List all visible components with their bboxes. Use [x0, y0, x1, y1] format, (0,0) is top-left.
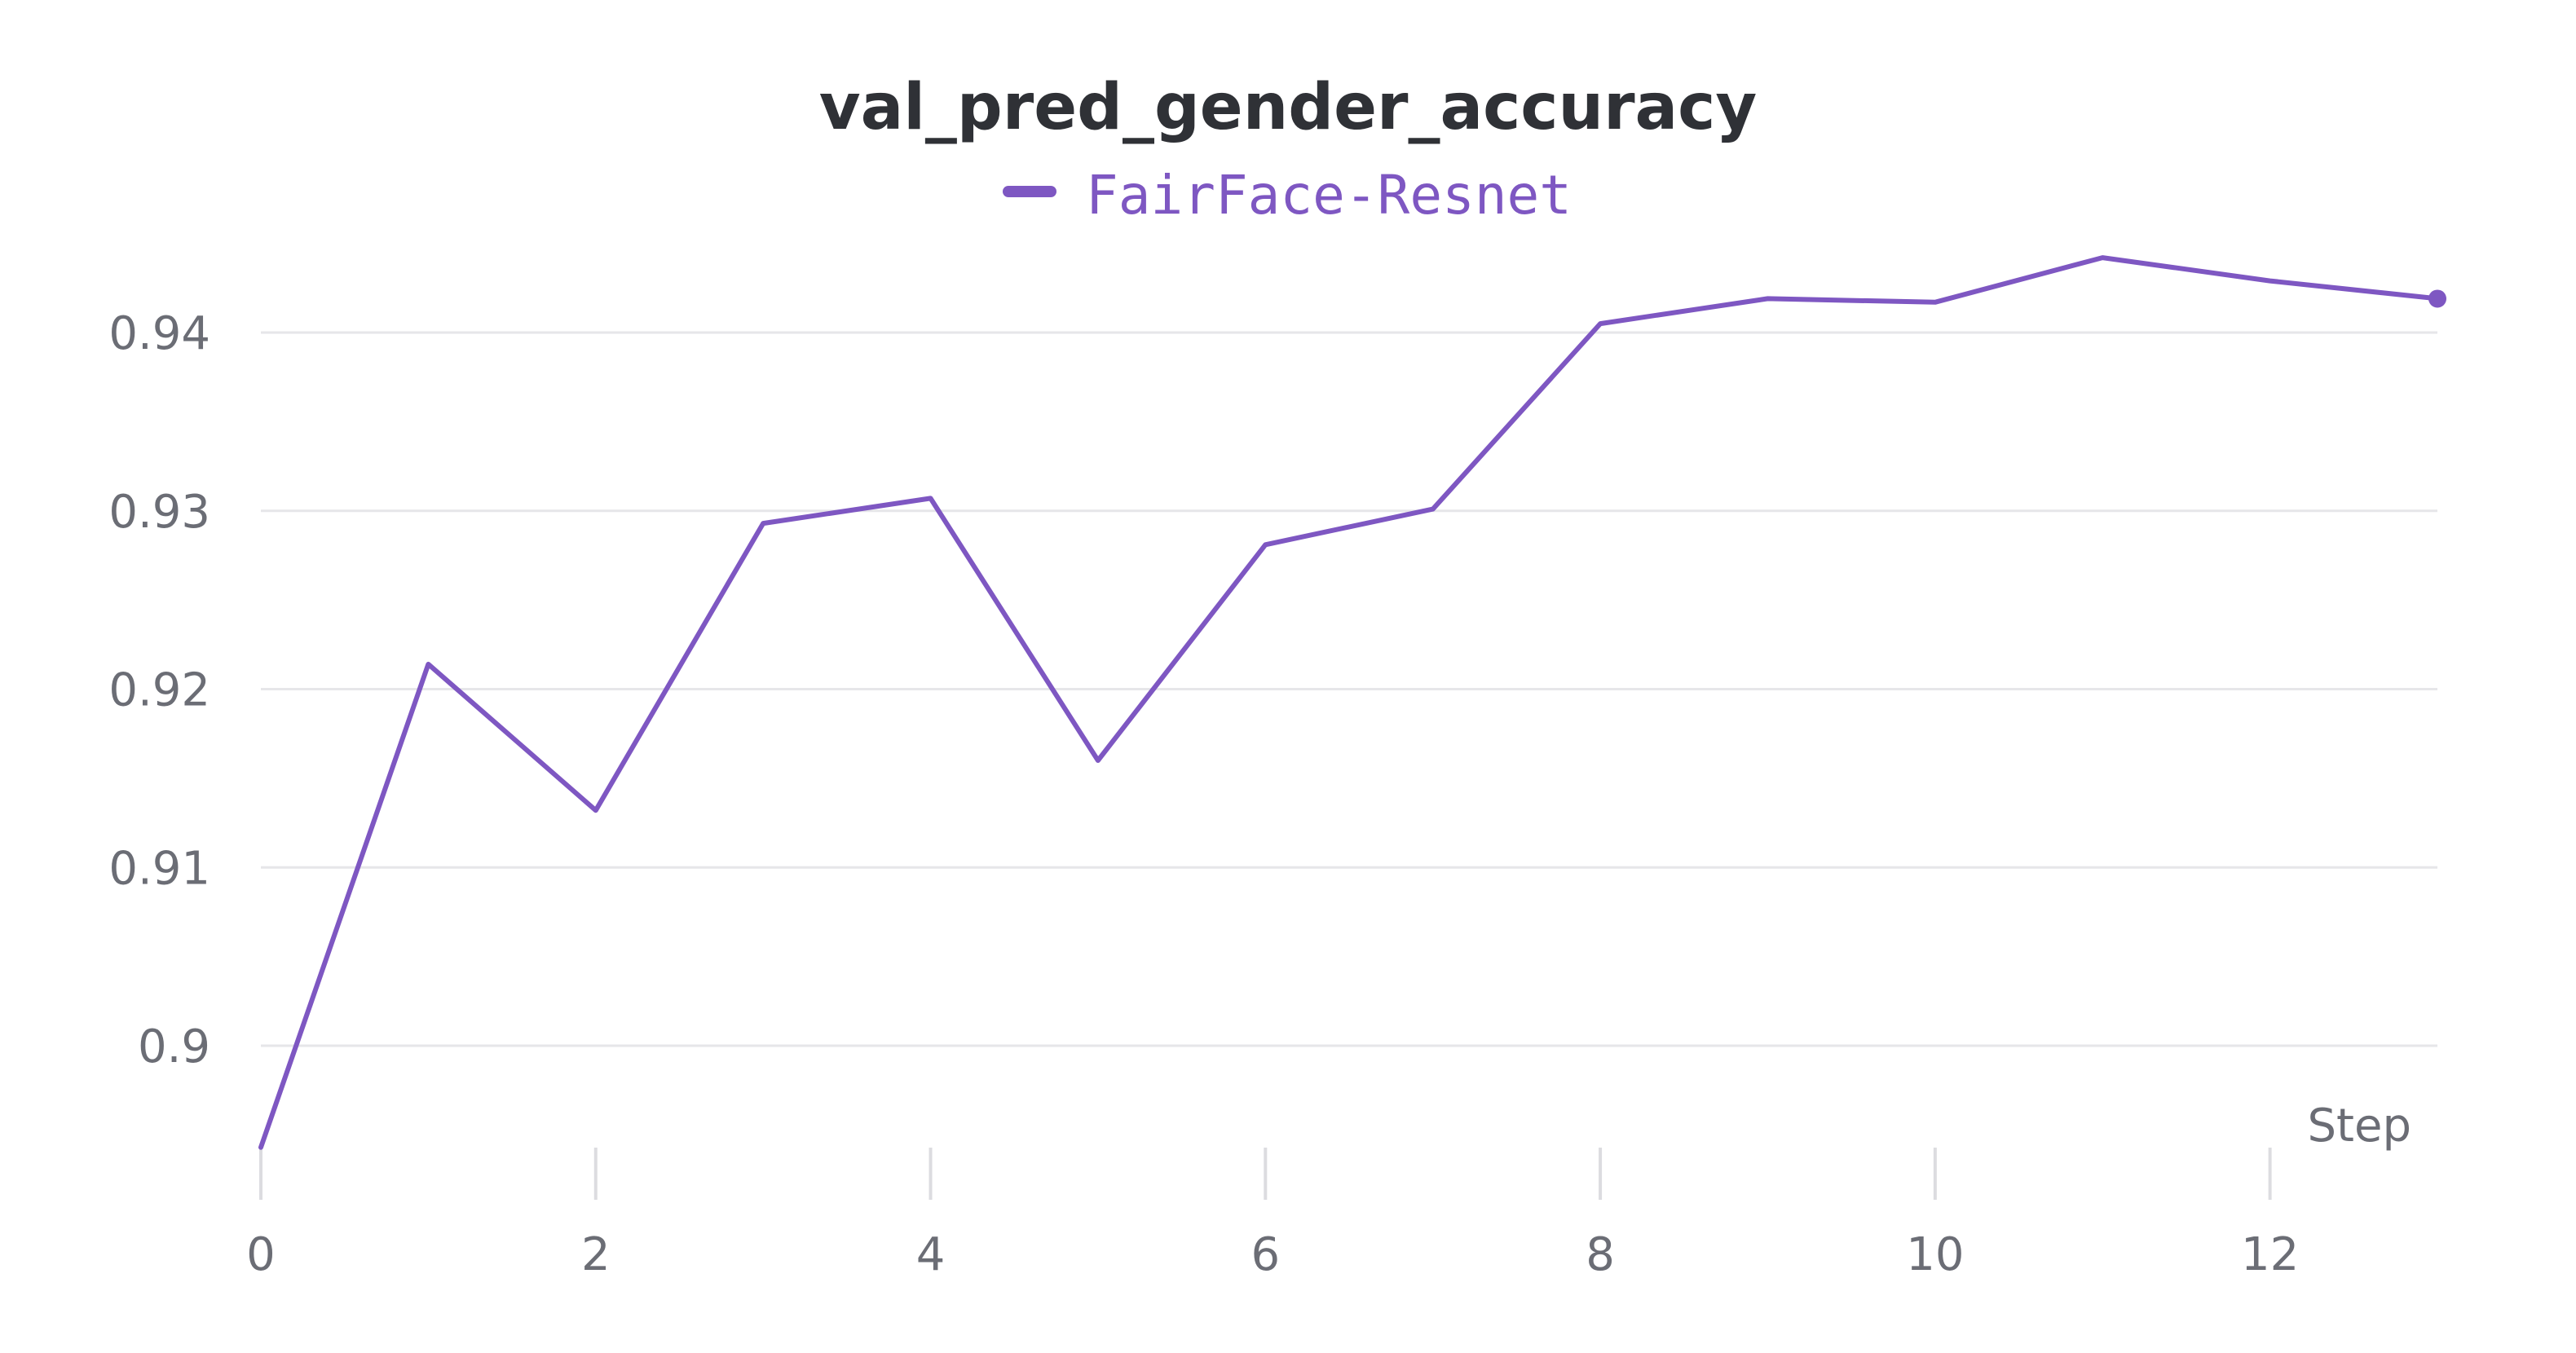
x-tick-label: 4: [916, 1228, 946, 1281]
series-group[interactable]: [258, 255, 2446, 1150]
y-tick-label: 0.91: [108, 842, 210, 895]
x-tick-label: 6: [1251, 1228, 1280, 1281]
x-axis: 0 2 4 6 8 10 12: [246, 1148, 2299, 1281]
y-tick-label: 0.9: [138, 1020, 210, 1073]
x-axis-title: Step: [2307, 1100, 2411, 1152]
y-tick-label: 0.92: [108, 664, 210, 717]
legend-label: FairFace-Resnet: [1086, 164, 1572, 227]
x-tick-label: 0: [246, 1228, 276, 1281]
series-last-point[interactable]: [2428, 289, 2446, 308]
x-tick-label: 2: [581, 1228, 611, 1281]
x-tick-label: 12: [2241, 1228, 2299, 1281]
legend[interactable]: FairFace-Resnet: [1003, 164, 1572, 227]
chart-title: val_pred_gender_accuracy: [819, 71, 1758, 144]
y-axis: 0.9 0.91 0.92 0.93 0.94: [108, 307, 210, 1073]
y-tick-label: 0.94: [108, 307, 210, 360]
legend-swatch: [1003, 186, 1056, 197]
y-tick-label: 0.93: [108, 486, 210, 539]
x-tick-label: 10: [1906, 1228, 1964, 1281]
y-gridlines: [261, 331, 2437, 1047]
series-line[interactable]: [258, 255, 2440, 1150]
x-tick-label: 8: [1586, 1228, 1615, 1281]
